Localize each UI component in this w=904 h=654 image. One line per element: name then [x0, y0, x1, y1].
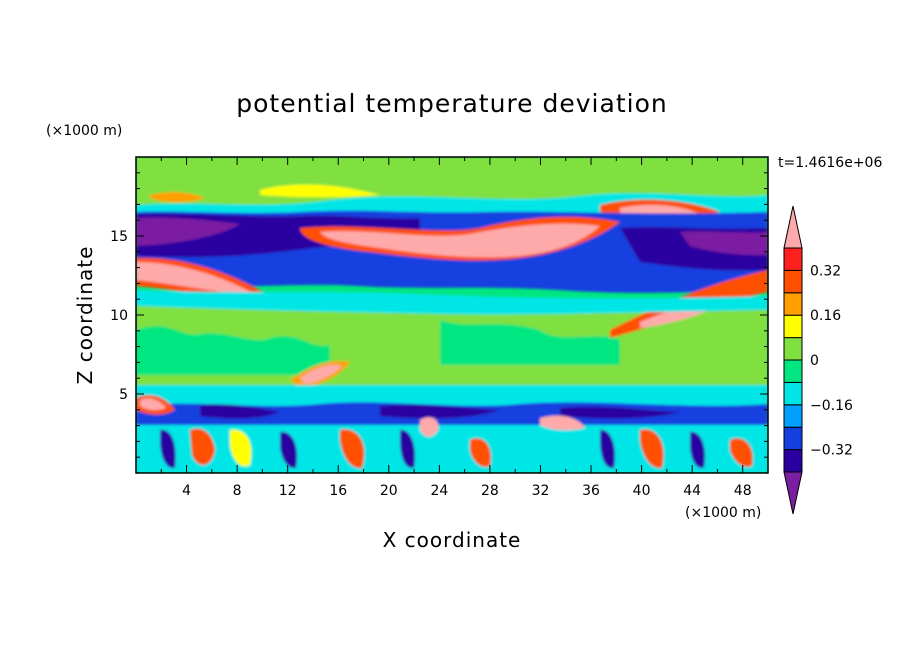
- x-units-label: (×1000 m): [685, 505, 761, 521]
- contour-field: [136, 157, 768, 473]
- field-region: [150, 192, 205, 203]
- field-region: [600, 429, 616, 469]
- field-region: [420, 417, 439, 437]
- y-units-label: (×1000 m): [46, 123, 122, 139]
- colorbar-box: [783, 337, 803, 361]
- colorbar-label: −0.32: [810, 443, 853, 459]
- field-region: [380, 404, 500, 419]
- colorbar-box: [783, 449, 803, 473]
- x-tick-label: 16: [329, 483, 347, 499]
- x-tick-label: 44: [683, 483, 701, 499]
- x-tick-label: 24: [430, 483, 448, 499]
- field-region: [470, 438, 491, 467]
- field-region: [136, 326, 330, 375]
- field-region: [260, 184, 380, 198]
- y-tick-label: 15: [110, 229, 128, 245]
- colorbar-label: −0.16: [810, 398, 853, 414]
- x-tick-label: 40: [633, 483, 651, 499]
- colorbar-box: [783, 269, 803, 294]
- colorbar-box: [783, 292, 803, 316]
- colorbar-box: [783, 404, 803, 428]
- x-axis-label: X coordinate: [383, 528, 522, 552]
- x-tick-label: 20: [380, 483, 398, 499]
- x-tick-label: 36: [582, 483, 600, 499]
- field-region: [160, 429, 176, 469]
- field-region: [200, 404, 280, 419]
- x-axis-ticks: 4 8 12 16 20 24 28 32 36 40 44 48: [160, 157, 752, 499]
- colorbar-box: [783, 381, 803, 406]
- y-axis-ticks: 5 10 15: [110, 172, 768, 458]
- field-region: [230, 429, 252, 467]
- chart-title: potential temperature deviation: [236, 89, 667, 118]
- colorbar-box: [783, 426, 803, 451]
- x-tick-label: 28: [481, 483, 499, 499]
- field-region: [690, 431, 706, 469]
- colorbar-label: 0.32: [810, 263, 841, 279]
- field-region: [340, 429, 365, 469]
- field-region: [320, 223, 600, 258]
- colorbar-min-extend: [783, 471, 803, 515]
- colorbar-box: [783, 359, 803, 383]
- field-region: [280, 431, 298, 469]
- field-region: [136, 290, 768, 315]
- field-region: [440, 320, 620, 365]
- y-axis-label: Z coordinate: [73, 246, 97, 385]
- colorbar: 0.32 0.16 0 −0.16 −0.32: [783, 205, 853, 515]
- field-region: [400, 429, 416, 469]
- field-region: [136, 217, 240, 246]
- field-region: [680, 231, 768, 256]
- colorbar-box: [783, 247, 803, 271]
- field-region: [140, 398, 166, 411]
- field-region: [730, 438, 753, 467]
- x-tick-label: 4: [182, 483, 191, 499]
- colorbar-label: 0: [810, 353, 819, 369]
- field-region: [560, 406, 680, 419]
- colorbar-box: [783, 314, 803, 339]
- colorbar-label: 0.16: [810, 308, 841, 324]
- colorbar-max-extend: [783, 205, 803, 249]
- y-tick-label: 5: [119, 387, 128, 403]
- x-tick-label: 8: [233, 483, 242, 499]
- field-region: [190, 428, 215, 466]
- field-region: [640, 429, 664, 469]
- y-tick-label: 10: [110, 308, 128, 324]
- time-label: t=1.4616e+06: [778, 155, 882, 171]
- x-tick-label: 12: [279, 483, 297, 499]
- x-tick-label: 32: [532, 483, 550, 499]
- field-region: [136, 262, 258, 296]
- x-tick-label: 48: [734, 483, 752, 499]
- field-region: [540, 415, 585, 431]
- field-region: [300, 364, 342, 384]
